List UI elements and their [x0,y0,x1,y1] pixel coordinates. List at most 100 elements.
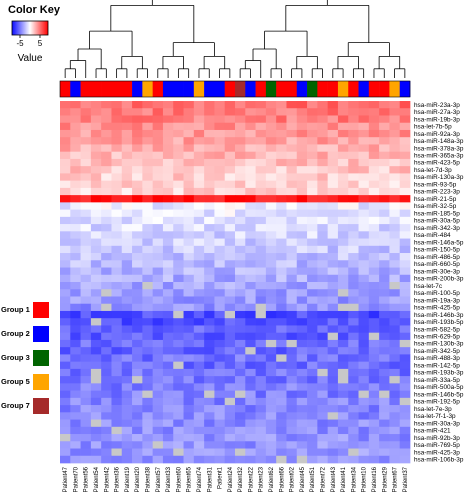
heatmap-cell [245,216,256,225]
heatmap-cell [245,368,256,377]
row-label: hsa-let-7d-3p [414,167,452,174]
heatmap-cell [90,383,102,391]
row-label: hsa-miR-342-5p [414,348,460,355]
heatmap-cell [235,224,246,232]
heatmap-cell [296,448,308,457]
heatmap-cell [60,137,71,145]
heatmap-cell [214,383,226,391]
heatmap-cell [224,441,236,449]
heatmap-cell [327,187,339,196]
heatmap-cell [296,180,308,189]
heatmap-cell [183,405,195,413]
heatmap-cell [193,231,205,239]
heatmap-cell [358,368,370,377]
colorbar-cell [296,81,308,97]
heatmap-cell [358,122,370,131]
heatmap-cell [265,267,277,276]
heatmap-cell [142,151,153,160]
heatmap-cell [389,448,401,457]
heatmap-cell [245,144,256,153]
heatmap-cell [286,195,298,203]
heatmap-cell [152,122,164,131]
heatmap-cell [183,231,195,239]
heatmap-cell [379,253,390,261]
heatmap-cell [255,339,267,348]
heatmap-cell [307,245,318,254]
heatmap-cell [296,390,308,399]
heatmap-cell [121,347,133,355]
heatmap-cell [80,245,92,254]
heatmap-cell [235,347,246,355]
heatmap-cell [111,289,123,297]
heatmap-cell [276,303,287,312]
heatmap-cell [132,158,143,167]
heatmap-cell [296,260,308,268]
heatmap-cell [204,202,215,210]
heatmap-cell [307,115,318,124]
heatmap-cell [132,282,143,290]
heatmap-cell [162,455,174,464]
heatmap-cell [348,296,359,305]
heatmap-cell [307,339,318,348]
heatmap-cell [80,383,92,391]
heatmap-cell [389,144,401,153]
heatmap-cell [389,151,401,160]
heatmap-cell [142,180,153,189]
heatmap-cell [337,310,349,319]
heatmap-cell [173,405,184,413]
heatmap-cell [60,289,71,297]
heatmap-cell [60,209,71,218]
heatmap-cell [142,448,153,457]
heatmap-cell [317,441,328,449]
heatmap-cell [276,166,287,174]
column-label: Patient54 [94,466,100,492]
heatmap-cell [111,144,123,153]
heatmap-cell [214,274,226,283]
heatmap-cell [337,151,349,160]
heatmap-cell [327,101,339,109]
heatmap-cell [214,426,226,435]
heatmap-cell [337,180,349,189]
heatmap-cell [162,144,174,153]
heatmap-cell [101,405,112,413]
heatmap-cell [121,426,133,435]
heatmap-cell [399,187,411,196]
heatmap-cell [358,397,370,406]
heatmap-cell [296,318,308,326]
heatmap-cell [265,122,277,131]
heatmap-cell [224,151,236,160]
heatmap-cell [121,253,133,261]
heatmap-cell [80,419,92,428]
heatmap-cell [142,419,153,428]
heatmap-cell [152,101,164,109]
column-label: Patient32 [238,466,244,492]
heatmap-cell [245,282,256,290]
heatmap-cell [162,187,174,196]
heatmap-cell [296,289,308,297]
heatmap-cell [379,260,390,268]
heatmap-cell [162,253,174,261]
heatmap-cell [296,303,308,312]
heatmap-cell [152,115,164,124]
row-label: hsa-miR-106b-3p [414,457,464,464]
heatmap-cell [296,405,308,413]
heatmap-cell [193,390,205,399]
heatmap-cell [60,195,71,203]
heatmap-cell [60,224,71,232]
heatmap-cell [245,180,256,189]
heatmap-cell [162,354,174,362]
heatmap-cell [265,405,277,413]
heatmap-cell [173,325,184,334]
heatmap-cell [101,296,112,305]
heatmap-cell [265,115,277,124]
heatmap-cell [317,397,328,406]
heatmap-cell [317,173,328,181]
heatmap-cell [183,238,195,247]
heatmap-cell [60,238,71,247]
heatmap-cell [111,180,123,189]
heatmap-cell [255,158,267,167]
heatmap-cell [121,187,133,196]
heatmap-cell [276,122,287,131]
heatmap-cell [358,187,370,196]
heatmap-cell [60,354,71,362]
